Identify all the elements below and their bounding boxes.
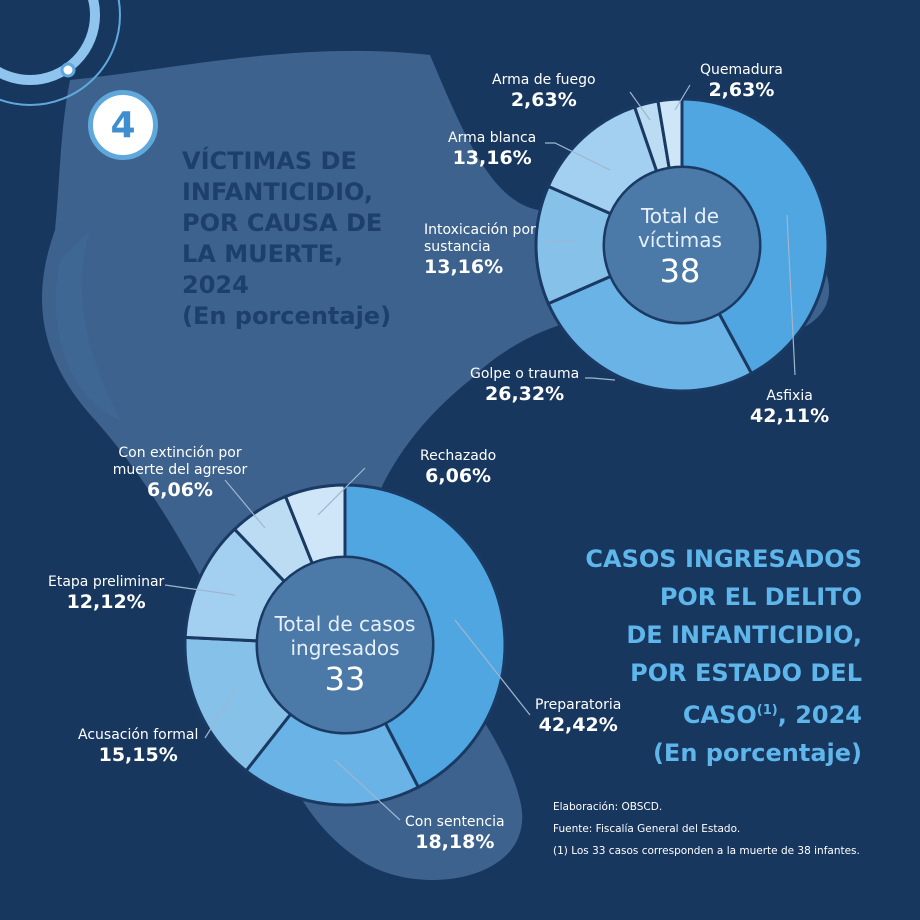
ring-dot: [60, 62, 76, 78]
chart2-slice: [243, 712, 421, 807]
chart2-label-value: 6,06%: [147, 479, 213, 501]
chart2-label-etapa-preliminar: Etapa preliminar 12,12%: [48, 574, 164, 614]
chart1-label-name: Quemadura: [700, 62, 783, 78]
chart2-label-name: Con extinción por muerte del agresor: [112, 445, 248, 478]
chart1-label-name: Intoxicación por sustancia: [424, 222, 536, 255]
chart2-title-line: POR ESTADO DEL: [630, 659, 862, 687]
chart2-title-line: POR EL DELITO: [659, 583, 862, 611]
chart1-label-arma-de-fuego: Arma de fuego 2,63%: [492, 72, 596, 112]
chart2-title-line: CASOS INGRESADOS: [585, 545, 862, 573]
chart2-label-rechazado: Rechazado 6,06%: [420, 448, 496, 488]
chart2-center-line: ingresados: [290, 636, 400, 660]
chart1-title-line: LA MUERTE, 2024: [182, 240, 344, 299]
chart1-leader-line: [585, 377, 616, 381]
chart1-slice: [656, 97, 684, 170]
chart1-label-name: Golpe o trauma: [470, 366, 580, 382]
note-footnote-1: (1) Los 33 casos corresponden a la muert…: [553, 845, 860, 857]
chart2-center-total: 33: [324, 660, 366, 698]
chart2-label-value: 42,42%: [538, 714, 618, 736]
ring-decoration: [0, 0, 100, 85]
chart1-label-intoxicacion: Intoxicación por sustancia 13,16%: [424, 222, 539, 279]
chart2-label-value: 18,18%: [415, 831, 495, 853]
chart1-label-value: 2,63%: [708, 79, 775, 101]
chart2-slice: [343, 483, 507, 790]
chart2-center-label: Total de casos ingresados 33: [255, 612, 435, 698]
chart1-label-name: Asfixia: [766, 388, 813, 404]
chart1-center-hole: [605, 168, 759, 322]
chart1-leader-line: [786, 214, 796, 376]
chart1-slice: [546, 274, 754, 393]
chart2-label-value: 15,15%: [98, 744, 178, 766]
chart1-label-golpe: Golpe o trauma 26,32%: [470, 366, 579, 406]
chart2-label-value: 12,12%: [66, 591, 146, 613]
chart1-label-asfixia: Asfixia 42,11%: [750, 388, 829, 428]
chart2-label-name: Acusación formal: [78, 727, 199, 743]
chart1-title-line: VÍCTIMAS DE: [182, 147, 357, 175]
note-fuente: Fuente: Fiscalía General del Estado.: [553, 823, 741, 835]
chart1-subtitle: (En porcentaje): [182, 302, 392, 330]
chart1-center-line: Total de: [640, 204, 720, 228]
chart2-center-line: Total de casos: [274, 612, 416, 636]
chart2-subtitle: (En porcentaje): [652, 739, 862, 767]
chart1-title-line: POR CAUSA DE: [182, 209, 383, 237]
chart1-label-value: 26,32%: [485, 383, 565, 405]
chart2-label-value: 6,06%: [425, 465, 492, 487]
chart2-leader-line: [164, 584, 236, 596]
chart2-title-line: DE INFANTICIDIO,: [626, 621, 862, 649]
chart2-label-name: Rechazado: [420, 448, 497, 464]
chart1-center-label: Total de víctimas 38: [600, 204, 760, 290]
chart2-label-name: Con sentencia: [405, 814, 505, 830]
chart2-leader-line: [317, 467, 366, 516]
note-elaboracion: Elaboración: OBSCD.: [553, 801, 663, 813]
chart1-title: VÍCTIMAS DE INFANTICIDIO, POR CAUSA DE L…: [182, 146, 412, 332]
chart2-title-footnote-ref: (1): [756, 703, 778, 718]
bg-shape-dark: [55, 230, 120, 420]
chart1-leader-line: [674, 84, 691, 111]
chart2-leader-line: [224, 479, 266, 529]
chart1-label-name: Arma blanca: [448, 130, 537, 146]
chart1-leader-line: [544, 239, 576, 243]
chart1-center-total: 38: [659, 252, 701, 290]
chart1-label-value: 13,16%: [452, 147, 532, 169]
chart1-center-line: víctimas: [638, 228, 722, 252]
chart2-leader-line: [204, 689, 236, 739]
chart1-label-arma-blanca: Arma blanca 13,16%: [448, 130, 536, 170]
chart1-leader-line: [629, 91, 651, 121]
chart2-title: CASOS INGRESADOS POR EL DELITO DE INFANT…: [562, 540, 862, 772]
chart2-label-name: Preparatoria: [535, 697, 622, 713]
chart2-label-extincion: Con extinción por muerte del agresor 6,0…: [110, 445, 250, 502]
source-notes: Elaboración: OBSCD. Fuente: Fiscalía Gen…: [553, 796, 860, 862]
section-number-badge: 4: [88, 90, 158, 160]
chart2-label-name: Etapa preliminar: [48, 574, 165, 590]
chart2-title-line-last: CASO(1), 2024: [562, 692, 862, 734]
chart1-label-name: Arma de fuego: [492, 72, 596, 88]
chart2-leader-line: [334, 759, 401, 821]
chart2-slice: [283, 483, 347, 566]
badge-number: 4: [110, 104, 136, 146]
chart2-leader-line: [454, 619, 531, 716]
chart2-label-con-sentencia: Con sentencia 18,18%: [405, 814, 505, 854]
ring-outline: [0, 0, 121, 106]
chart2-title-year: , 2024: [777, 701, 862, 729]
chart2-title-caso: CASO: [682, 701, 757, 729]
chart1-label-quemadura: Quemadura 2,63%: [700, 62, 783, 102]
chart1-label-value: 42,11%: [750, 405, 830, 427]
chart1-leader-line: [545, 142, 611, 171]
chart1-label-value: 13,16%: [424, 256, 504, 278]
chart2-label-preparatoria: Preparatoria 42,42%: [535, 697, 621, 737]
chart2-label-acusacion-formal: Acusación formal 15,15%: [78, 727, 198, 767]
chart2-center-hole: [258, 558, 432, 732]
chart1-title-line: INFANTICIDIO,: [182, 178, 374, 206]
chart1-label-value: 2,63%: [510, 89, 577, 111]
